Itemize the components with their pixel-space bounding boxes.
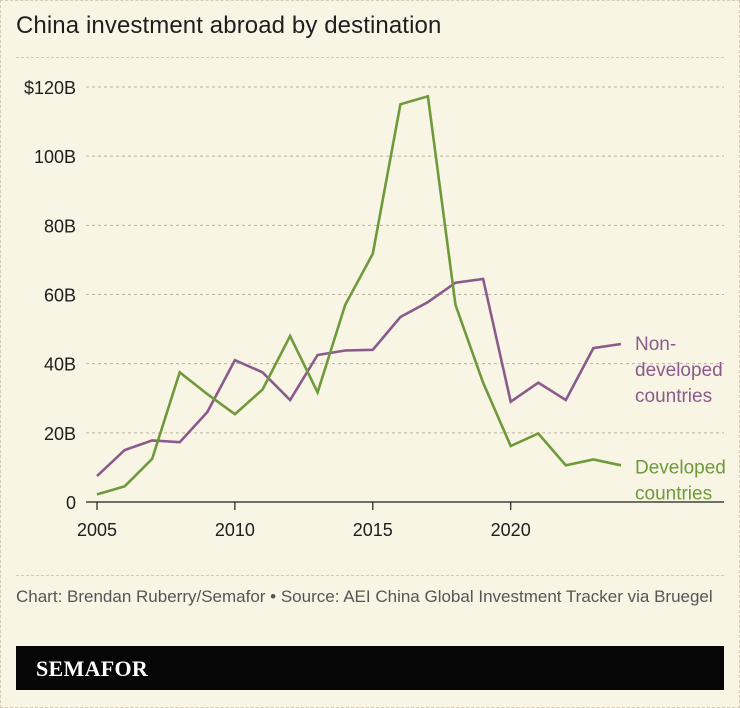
bottom-divider <box>16 575 724 576</box>
series-label-non-developed-countries: countries <box>635 386 712 407</box>
brand-footer: SEMAFOR <box>16 646 724 690</box>
y-tick-label: 100B <box>34 147 76 167</box>
y-tick-label: 0 <box>66 493 76 513</box>
y-tick-label: 80B <box>44 216 76 236</box>
x-tick-label: 2010 <box>215 520 255 540</box>
chart-title: China investment abroad by destination <box>16 12 442 39</box>
y-tick-label: $120B <box>24 78 76 98</box>
y-tick-label: 60B <box>44 286 76 306</box>
series-labels: Non-developed countries Developed countries <box>635 334 726 504</box>
series-label-non-developed-countries: developed <box>635 360 723 381</box>
y-tick-label: 20B <box>44 424 76 444</box>
y-tick-label: 40B <box>44 355 76 375</box>
series-label-developed-countries: Developed <box>635 457 726 478</box>
series-line-developed-countries <box>96 94 622 496</box>
line-chart: 0 20B 40B 60B 80B 100B $120B 2005 2010 2015 2020 N… <box>24 78 726 540</box>
series-label-non-developed-countries: Non- <box>635 334 676 355</box>
source-note: Chart: Brendan Ruberry/Semafor • Source:… <box>16 587 713 606</box>
x-tick-label: 2020 <box>491 520 531 540</box>
x-tick-label: 2005 <box>77 520 117 540</box>
x-tick-label: 2015 <box>353 520 393 540</box>
series-line-non-developed-countries <box>96 277 622 478</box>
series-lines <box>96 94 622 496</box>
grid-lines <box>86 86 724 434</box>
axes: 0 20B 40B 60B 80B 100B $120B 2005 2010 2015 2020 <box>24 78 724 540</box>
series-label-developed-countries: countries <box>635 483 712 504</box>
semafor-logo: SEMAFOR <box>36 656 149 681</box>
top-divider <box>16 57 724 58</box>
